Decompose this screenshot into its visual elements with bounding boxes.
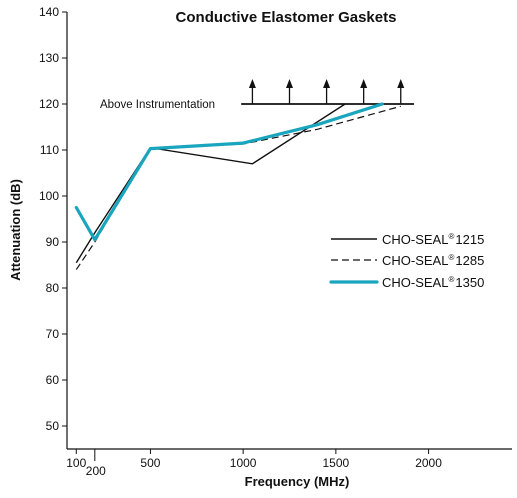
y-tick-label: 70 (46, 327, 60, 341)
legend-item-1285: CHO-SEAL®1285 (331, 253, 484, 268)
y-axis-label: Attenuation (dB) (8, 179, 23, 281)
series-line-1350 (74, 102, 384, 242)
x-tick-label: 2000 (415, 456, 442, 470)
y-tick-label: 120 (39, 97, 59, 111)
y-tick-label: 60 (46, 373, 60, 387)
legend-item-1350: CHO-SEAL®1350 (329, 275, 484, 290)
y-tick-label: 90 (46, 235, 60, 249)
x-axis-label: Frequency (MHz) (245, 474, 350, 489)
x-tick-label: 1000 (230, 456, 257, 470)
series-group (74, 102, 401, 270)
annotation: Above Instrumentation (100, 79, 415, 111)
y-tick-label: 140 (39, 5, 59, 19)
annotation-label: Above Instrumentation (100, 99, 215, 111)
axes (66, 12, 512, 450)
y-tick-label: 110 (40, 143, 59, 157)
legend-label: CHO-SEAL®1350 (382, 275, 484, 290)
annotation-arrow (248, 79, 256, 104)
x-tick-label: 200 (86, 464, 106, 478)
y-tick-label: 50 (46, 419, 60, 433)
legend-label: CHO-SEAL®1215 (382, 232, 484, 247)
legend: CHO-SEAL®1215 CHO-SEAL®1285 CHO-SEAL®1350 (329, 232, 484, 290)
y-tick-label: 130 (39, 51, 59, 65)
annotation-arrow (323, 79, 331, 104)
y-tick-label: 80 (46, 281, 60, 295)
y-ticks: 50 60 70 80 90 100 110 120 130 140 (39, 5, 67, 433)
annotation-arrow (286, 79, 293, 104)
annotation-arrow (360, 79, 368, 104)
y-tick-label: 100 (39, 189, 59, 203)
legend-item-1215: CHO-SEAL®1215 (331, 232, 484, 247)
chart-title: Conductive Elastomer Gaskets (176, 9, 397, 26)
x-tick-label: 1500 (323, 456, 350, 470)
legend-label: CHO-SEAL®1285 (382, 253, 484, 268)
x-tick-label: 500 (140, 456, 160, 470)
x-tick-label: 100 (66, 456, 86, 470)
annotation-arrow (397, 79, 405, 104)
